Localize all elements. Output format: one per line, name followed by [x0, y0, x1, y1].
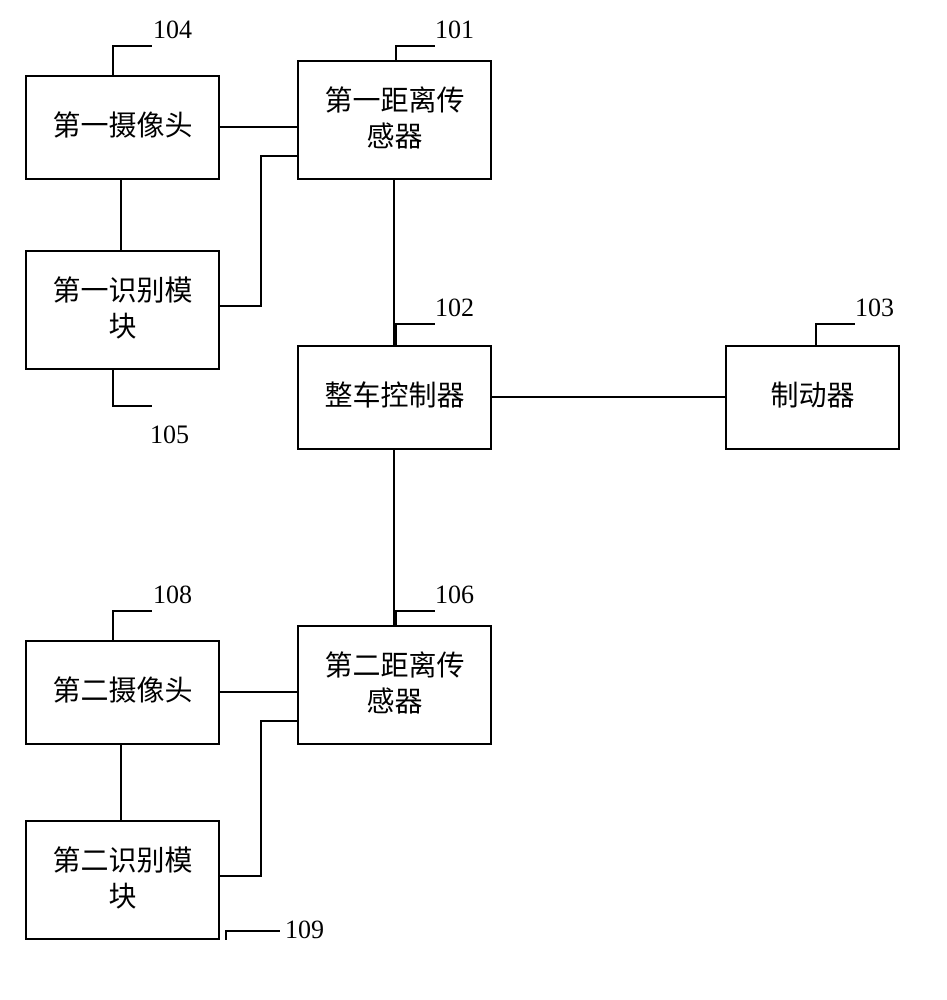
- edge-camera2-recog2: [120, 745, 122, 820]
- label-102: 102: [435, 293, 474, 323]
- leader-109-h: [225, 930, 280, 932]
- node-recog1: 第一识别模块: [25, 250, 220, 370]
- edge-recog2-sensor2-h: [220, 875, 262, 877]
- leader-108-h: [112, 610, 152, 612]
- label-109: 109: [285, 915, 324, 945]
- leader-105-v: [112, 370, 114, 405]
- leader-102-h: [395, 323, 435, 325]
- node-camera2-label: 第二摄像头: [52, 674, 192, 710]
- leader-102-v: [395, 323, 397, 345]
- label-105: 105: [150, 420, 189, 450]
- leader-108-v: [112, 610, 114, 640]
- leader-103-h: [815, 323, 855, 325]
- node-brake-label: 制动器: [770, 379, 854, 415]
- label-101: 101: [435, 15, 474, 45]
- leader-106-h: [395, 610, 435, 612]
- node-sensor1-label: 第一距离传感器: [324, 84, 464, 157]
- edge-camera1-sensor1: [220, 126, 297, 128]
- leader-101-v: [395, 45, 397, 60]
- edge-sensor1-controller: [393, 180, 395, 345]
- node-camera2: 第二摄像头: [25, 640, 220, 745]
- node-camera1-label: 第一摄像头: [52, 109, 192, 145]
- edge-recog2-sensor2-h2: [260, 720, 297, 722]
- edge-camera1-recog1: [120, 180, 122, 250]
- node-recog1-label: 第一识别模块: [52, 274, 192, 347]
- edge-controller-brake: [492, 396, 725, 398]
- label-104: 104: [153, 15, 192, 45]
- node-sensor2: 第二距离传感器: [297, 625, 492, 745]
- edge-recog1-sensor1-v: [260, 155, 262, 307]
- node-recog2: 第二识别模块: [25, 820, 220, 940]
- edge-recog1-sensor1-h2: [260, 155, 297, 157]
- leader-109-v: [225, 930, 227, 940]
- leader-105-h: [112, 405, 152, 407]
- leader-104-v: [112, 45, 114, 75]
- node-sensor2-label: 第二距离传感器: [324, 649, 464, 722]
- node-controller: 整车控制器: [297, 345, 492, 450]
- node-sensor1: 第一距离传感器: [297, 60, 492, 180]
- node-brake: 制动器: [725, 345, 900, 450]
- leader-101-h: [395, 45, 435, 47]
- leader-103-v: [815, 323, 817, 345]
- edge-recog1-sensor1-h: [220, 305, 262, 307]
- edge-recog2-sensor2-v: [260, 720, 262, 877]
- edge-controller-sensor2: [393, 450, 395, 625]
- node-camera1: 第一摄像头: [25, 75, 220, 180]
- label-106: 106: [435, 580, 474, 610]
- label-103: 103: [855, 293, 894, 323]
- node-controller-label: 整车控制器: [324, 379, 464, 415]
- edge-camera2-sensor2: [220, 691, 297, 693]
- leader-104-h: [112, 45, 152, 47]
- node-recog2-label: 第二识别模块: [52, 844, 192, 917]
- leader-106-v: [395, 610, 397, 625]
- label-108: 108: [153, 580, 192, 610]
